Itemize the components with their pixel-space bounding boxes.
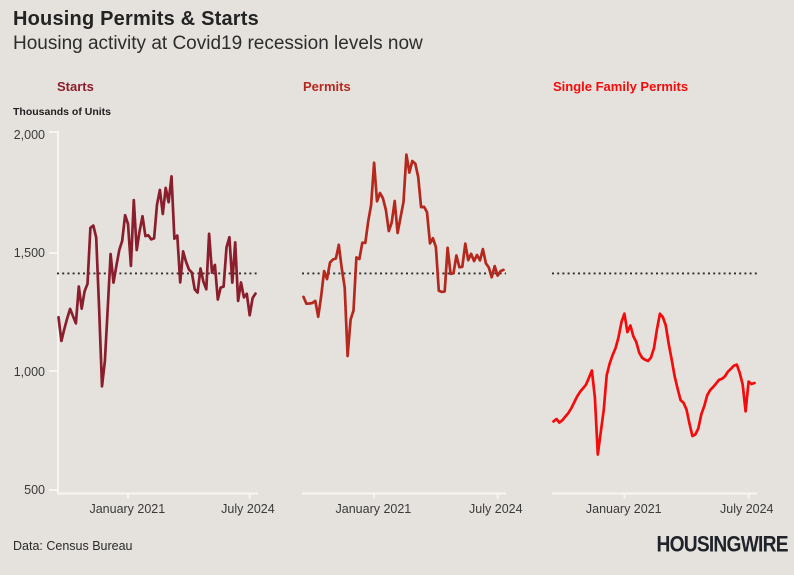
data-series-line bbox=[302, 153, 505, 358]
y-axis-tick bbox=[49, 489, 58, 491]
y-tick-label-2000: 2,000 bbox=[13, 128, 45, 142]
x-tick-label-jul-2024: July 2024 bbox=[719, 502, 774, 516]
permits-line-chart bbox=[302, 153, 506, 499]
single-family-permits-chart-panel: January 2021 July 2024 bbox=[552, 130, 774, 530]
housingwire-logo: HOUSINGWIRE bbox=[656, 532, 789, 558]
panel-label-single-family-permits: Single Family Permits bbox=[553, 79, 689, 94]
data-source-text: Data: Census Bureau bbox=[13, 539, 133, 553]
permits-chart-panel: January 2021 July 2024 bbox=[302, 130, 523, 530]
y-tick-label-500: 500 bbox=[24, 483, 45, 497]
data-series-line bbox=[552, 312, 756, 456]
x-tick-label-jan-2021: January 2021 bbox=[585, 502, 662, 516]
x-tick-label-jan-2021: January 2021 bbox=[335, 502, 412, 516]
page-title: Housing Permits & Starts bbox=[13, 8, 259, 30]
y-axis-unit-label: Thousands of Units bbox=[13, 106, 111, 118]
y-axis-line bbox=[57, 131, 59, 493]
starts-line-chart bbox=[57, 175, 258, 499]
x-tick-label-jul-2024: July 2024 bbox=[469, 502, 523, 516]
panel-label-starts: Starts bbox=[57, 79, 94, 94]
y-axis-tick bbox=[49, 131, 58, 133]
y-tick-label-1000: 1,000 bbox=[13, 365, 45, 379]
starts-chart-panel: January 2021 July 2024 bbox=[57, 130, 275, 530]
y-axis-tick bbox=[49, 252, 58, 254]
x-tick-label-jul-2024: July 2024 bbox=[221, 502, 275, 516]
single-family-permits-line-chart bbox=[552, 272, 757, 499]
data-series-line bbox=[57, 175, 257, 388]
y-tick-label-1500: 1,500 bbox=[13, 246, 45, 260]
panel-label-permits: Permits bbox=[303, 79, 351, 94]
y-axis-tick bbox=[49, 370, 58, 372]
page-subtitle: Housing activity at Covid19 recession le… bbox=[13, 33, 423, 54]
x-tick-label-jan-2021: January 2021 bbox=[89, 502, 166, 516]
